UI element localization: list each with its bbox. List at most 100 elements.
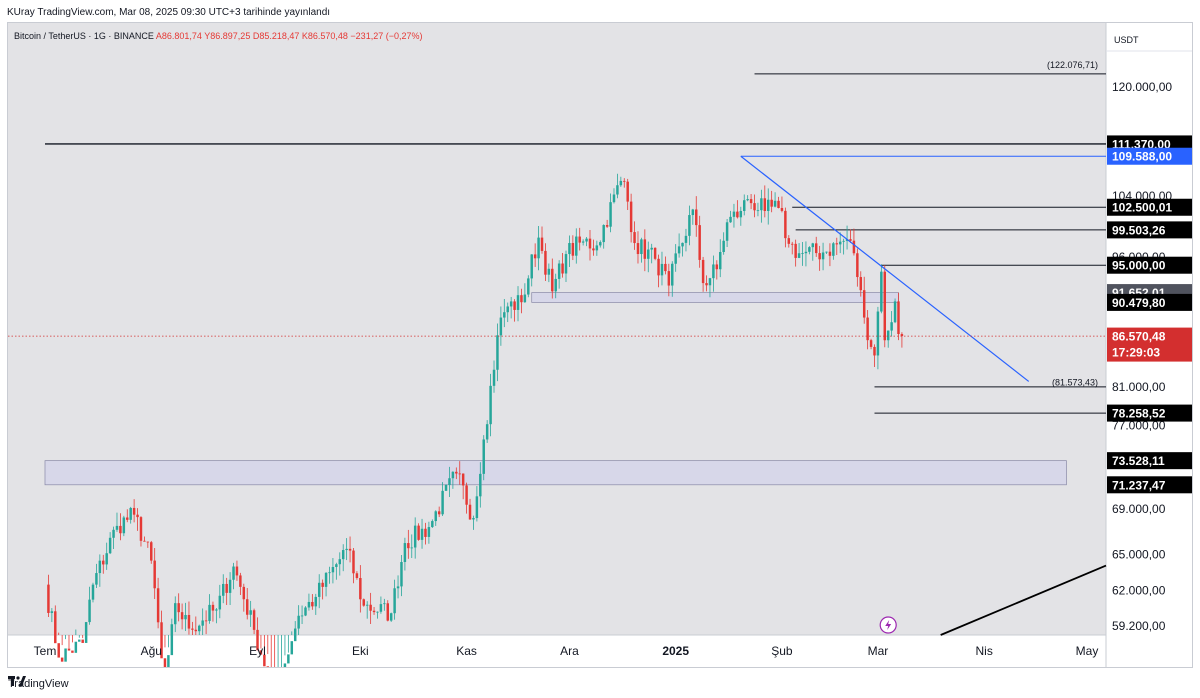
- candle-body: [835, 243, 839, 245]
- candle-body: [629, 201, 633, 233]
- y-tick-label: 69.000,00: [1112, 502, 1166, 516]
- candle-body: [413, 525, 417, 548]
- candle-body: [520, 295, 523, 303]
- candle-body: [218, 595, 222, 610]
- candle-body: [753, 203, 756, 211]
- candle-body: [664, 263, 667, 272]
- candle-body: [852, 240, 856, 254]
- candle-body: [263, 654, 266, 667]
- candle-body: [345, 548, 348, 551]
- y-tick-label: 120.000,00: [1112, 80, 1172, 94]
- candle-body: [681, 242, 684, 247]
- candle-body: [492, 369, 496, 386]
- candle-body: [139, 517, 143, 541]
- candle-body: [496, 335, 499, 370]
- candle-body: [198, 625, 201, 632]
- price-label: 78.258,52: [1112, 407, 1166, 421]
- candle-body: [324, 572, 328, 587]
- candle-body: [557, 263, 561, 279]
- candle-body: [722, 240, 725, 253]
- candle-body: [513, 301, 516, 310]
- candle-body: [222, 583, 225, 596]
- candle-body: [451, 471, 455, 479]
- x-tick-label: Nis: [975, 644, 992, 658]
- candle-body: [102, 560, 105, 565]
- candle-body: [163, 658, 167, 667]
- candle-body: [688, 215, 691, 236]
- candle-body: [60, 657, 64, 662]
- candle-body: [252, 610, 256, 630]
- candle-body: [760, 198, 763, 211]
- candle-body: [657, 258, 660, 276]
- candle-body: [612, 194, 616, 203]
- candle-body: [321, 582, 324, 587]
- candle-body: [509, 301, 513, 307]
- candle-body: [712, 264, 715, 279]
- candle-body: [684, 235, 688, 243]
- candle-body: [108, 537, 112, 554]
- candle-body: [794, 243, 797, 258]
- candle-body: [640, 239, 643, 255]
- candle-body: [290, 641, 294, 655]
- plot-area[interactable]: [8, 23, 1104, 635]
- candle-body: [427, 527, 431, 537]
- candle-body: [352, 550, 355, 574]
- candle-body: [441, 490, 444, 515]
- candle-body: [849, 239, 852, 241]
- candle-body: [444, 484, 448, 491]
- candle-body: [266, 666, 270, 667]
- candle-body: [365, 604, 369, 606]
- candle-body: [643, 239, 647, 259]
- candle-body: [763, 198, 767, 211]
- candle-body: [616, 185, 619, 195]
- candle-body: [876, 311, 880, 356]
- candle-body: [873, 346, 876, 356]
- x-tick-label: Ara: [560, 644, 579, 658]
- candle-body: [177, 603, 180, 613]
- candle-body: [355, 573, 359, 578]
- candle-body: [91, 584, 95, 600]
- candle-body: [605, 225, 609, 227]
- candle-body: [112, 529, 115, 538]
- candle-body: [156, 588, 160, 623]
- candle-body: [886, 330, 890, 341]
- candle-body: [424, 528, 427, 537]
- time-axis[interactable]: [8, 635, 1106, 667]
- candle-body: [801, 253, 804, 255]
- candle-body: [766, 199, 770, 211]
- price-label: 109.588,00: [1112, 150, 1172, 164]
- candle-body: [588, 238, 592, 249]
- candle-body: [105, 553, 108, 565]
- candle-body: [544, 250, 547, 275]
- trend-line[interactable]: [740, 155, 1030, 382]
- candle-body: [743, 200, 746, 211]
- candle-body: [170, 624, 174, 656]
- candlestick-chart[interactable]: (122.076,71)(81.573,43)120.000,00104.000…: [8, 23, 1192, 667]
- candle-body: [71, 650, 74, 653]
- candle-body: [122, 517, 126, 534]
- candle-body: [475, 496, 479, 519]
- candle-body: [225, 583, 228, 593]
- candle-body: [585, 238, 588, 242]
- candle-body: [523, 294, 527, 303]
- candle-body: [331, 566, 335, 573]
- candle-body: [527, 278, 530, 295]
- candle-body: [828, 251, 832, 256]
- candle-body: [245, 599, 249, 615]
- candle-body: [67, 648, 71, 651]
- candle-body: [623, 180, 626, 182]
- candle-body: [132, 507, 136, 515]
- candle-body: [403, 543, 407, 562]
- price-label: 99.503,26: [1112, 223, 1166, 237]
- candle-body: [211, 604, 215, 611]
- trend-line[interactable]: [940, 564, 1107, 636]
- candle-body: [499, 317, 503, 336]
- candle-body: [859, 277, 863, 291]
- chart-frame[interactable]: (122.076,71) (81.573,43) 120.000,00 104.000…: [7, 22, 1193, 668]
- lightning-bolt-icon: [885, 620, 892, 630]
- price-label-bg: [1107, 147, 1192, 165]
- candle-body: [338, 559, 342, 565]
- x-tick-label: 2025: [662, 644, 689, 658]
- published-caption: KUray TradingView.com, Mar 08, 2025 09:3…: [7, 7, 331, 18]
- candle-body: [814, 243, 818, 254]
